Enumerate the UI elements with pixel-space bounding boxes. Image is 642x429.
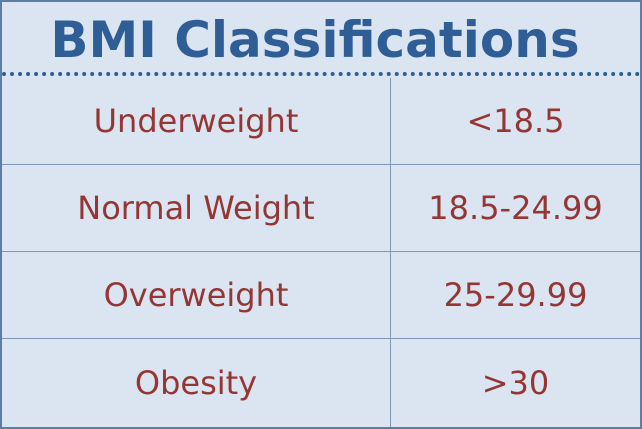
table-row-normal-weight: Normal Weight 18.5-24.99	[2, 165, 640, 252]
classification-cell: Overweight	[103, 276, 289, 314]
column-divider	[390, 78, 391, 427]
page-title: BMI Classifications	[50, 11, 580, 69]
classification-cell: Underweight	[93, 102, 299, 140]
table-row-obesity: Obesity >30	[2, 339, 640, 427]
table-row-overweight: Overweight 25-29.99	[2, 252, 640, 339]
classification-cell: Obesity	[134, 364, 258, 402]
range-cell: <18.5	[466, 102, 565, 140]
bmi-table: Underweight <18.5 Normal Weight 18.5-24.…	[2, 78, 640, 427]
classification-cell: Normal Weight	[77, 189, 315, 227]
range-cell: 25-29.99	[443, 276, 588, 314]
title-divider	[2, 72, 640, 76]
range-cell: >30	[481, 364, 550, 402]
range-cell: 18.5-24.99	[428, 189, 603, 227]
table-row-underweight: Underweight <18.5	[2, 78, 640, 165]
